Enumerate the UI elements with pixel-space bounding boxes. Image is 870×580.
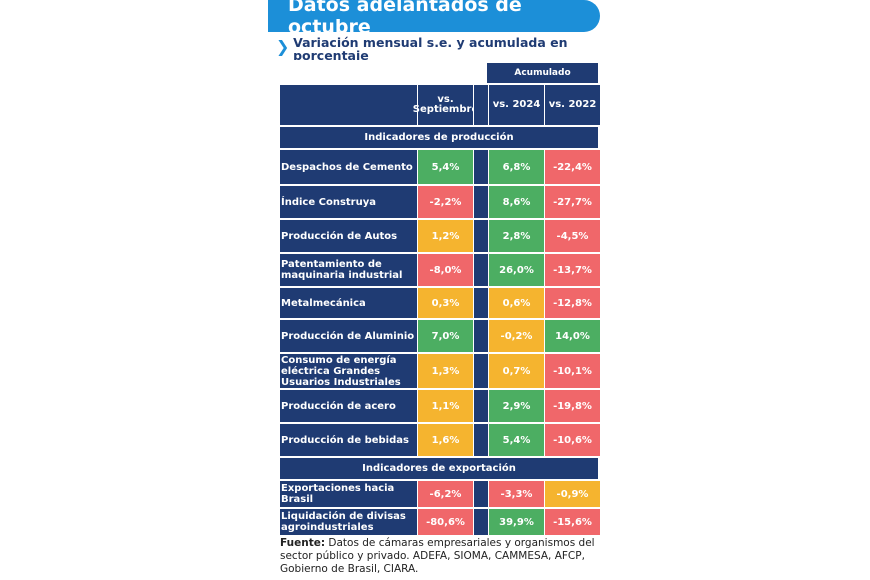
row-label: Consumo de energía eléctrica Grandes Usu… <box>280 354 417 388</box>
table-row: Metalmecánica 0,3% 0,6% -12,8% <box>280 288 600 318</box>
subtitle: ❯ Variación mensual s.e. y acumulada en … <box>276 36 596 60</box>
table-row: Producción de Aluminio 7,0% -0,2% 14,0% <box>280 320 600 352</box>
value-cell: 1,3% <box>418 354 473 388</box>
row-label: Exportaciones hacia Brasil <box>280 481 417 507</box>
table-row: Liquidación de divisas agroindustriales -… <box>280 509 600 535</box>
gap-cell <box>474 481 488 507</box>
row-label: Metalmecánica <box>280 288 417 318</box>
value-cell: 39,9% <box>489 509 544 535</box>
table-row: Despachos de Cemento 5,4% 6,8% -22,4% <box>280 150 600 184</box>
value-cell: 0,6% <box>489 288 544 318</box>
footer-label: Fuente: <box>280 537 326 549</box>
gap-cell <box>474 424 488 456</box>
value-cell: -19,8% <box>545 390 600 422</box>
value-cell: -15,6% <box>545 509 600 535</box>
table-row: Consumo de energía eléctrica Grandes Usu… <box>280 354 600 388</box>
value-cell: 0,7% <box>489 354 544 388</box>
value-cell: -10,6% <box>545 424 600 456</box>
table-row: Exportaciones hacia Brasil -6,2% -3,3% -0,9… <box>280 481 600 507</box>
row-label: Producción de bebidas <box>280 424 417 456</box>
gap-cell <box>474 320 488 352</box>
value-cell: 5,4% <box>489 424 544 456</box>
title-banner: Datos adelantados de octubre <box>268 0 600 38</box>
gap-cell <box>474 186 488 218</box>
section-header: Indicadores de producción <box>280 127 598 148</box>
gap-cell <box>474 220 488 252</box>
value-cell: 1,6% <box>418 424 473 456</box>
gap-cell <box>474 509 488 535</box>
footer-text: Datos de cámaras empresariales y organis… <box>280 537 595 575</box>
value-cell: -0,9% <box>545 481 600 507</box>
value-cell: -0,2% <box>489 320 544 352</box>
gap-cell <box>474 150 488 184</box>
header-row: vs. Septiembre vs. 2024 vs. 2022 <box>280 85 600 125</box>
gap-cell <box>474 354 488 388</box>
value-cell: -13,7% <box>545 254 600 286</box>
header-empty <box>280 85 417 125</box>
section-header: Indicadores de exportación <box>280 458 598 479</box>
value-cell: 26,0% <box>489 254 544 286</box>
value-cell: -3,3% <box>489 481 544 507</box>
table-row: Patentamiento de maquinaria industrial -8… <box>280 254 600 286</box>
row-label: Producción de Autos <box>280 220 417 252</box>
value-cell: -2,2% <box>418 186 473 218</box>
header-vs-2024: vs. 2024 <box>489 85 544 125</box>
table-row: Producción de bebidas 1,6% 5,4% -10,6% <box>280 424 600 456</box>
value-cell: -12,8% <box>545 288 600 318</box>
value-cell: 2,9% <box>489 390 544 422</box>
row-label: Patentamiento de maquinaria industrial <box>280 254 417 286</box>
value-cell: 14,0% <box>545 320 600 352</box>
value-cell: -22,4% <box>545 150 600 184</box>
value-cell: -80,6% <box>418 509 473 535</box>
source-footer: Fuente: Datos de cámaras empresariales y… <box>280 537 600 576</box>
value-cell: 8,6% <box>489 186 544 218</box>
chevron-right-icon: ❯ <box>276 37 290 56</box>
value-cell: 0,3% <box>418 288 473 318</box>
table-row: Producción de acero 1,1% 2,9% -19,8% <box>280 390 600 422</box>
gap-cell <box>474 288 488 318</box>
table-row: Producción de Autos 1,2% 2,8% -4,5% <box>280 220 600 252</box>
gap-cell <box>474 254 488 286</box>
header-gap <box>474 85 488 125</box>
value-cell: 5,4% <box>418 150 473 184</box>
value-cell: 2,8% <box>489 220 544 252</box>
table-row: Índice Construya -2,2% 8,6% -27,7% <box>280 186 600 218</box>
value-cell: -10,1% <box>545 354 600 388</box>
row-label: Producción de acero <box>280 390 417 422</box>
value-cell: -27,7% <box>545 186 600 218</box>
row-label: Despachos de Cemento <box>280 150 417 184</box>
value-cell: -8,0% <box>418 254 473 286</box>
indicators-table: vs. Septiembre vs. 2024 vs. 2022 Indicad… <box>280 85 600 537</box>
row-label: Índice Construya <box>280 186 417 218</box>
row-label: Liquidación de divisas agroindustriales <box>280 509 417 535</box>
gap-cell <box>474 390 488 422</box>
acumulado-header: Acumulado <box>487 63 598 83</box>
subtitle-text: Variación mensual s.e. y acumulada en po… <box>293 36 568 60</box>
value-cell: -6,2% <box>418 481 473 507</box>
row-label: Producción de Aluminio <box>280 320 417 352</box>
value-cell: 1,1% <box>418 390 473 422</box>
value-cell: -4,5% <box>545 220 600 252</box>
header-vs-septiembre: vs. Septiembre <box>413 85 478 125</box>
value-cell: 6,8% <box>489 150 544 184</box>
value-cell: 7,0% <box>418 320 473 352</box>
header-vs-2022: vs. 2022 <box>545 85 600 125</box>
value-cell: 1,2% <box>418 220 473 252</box>
